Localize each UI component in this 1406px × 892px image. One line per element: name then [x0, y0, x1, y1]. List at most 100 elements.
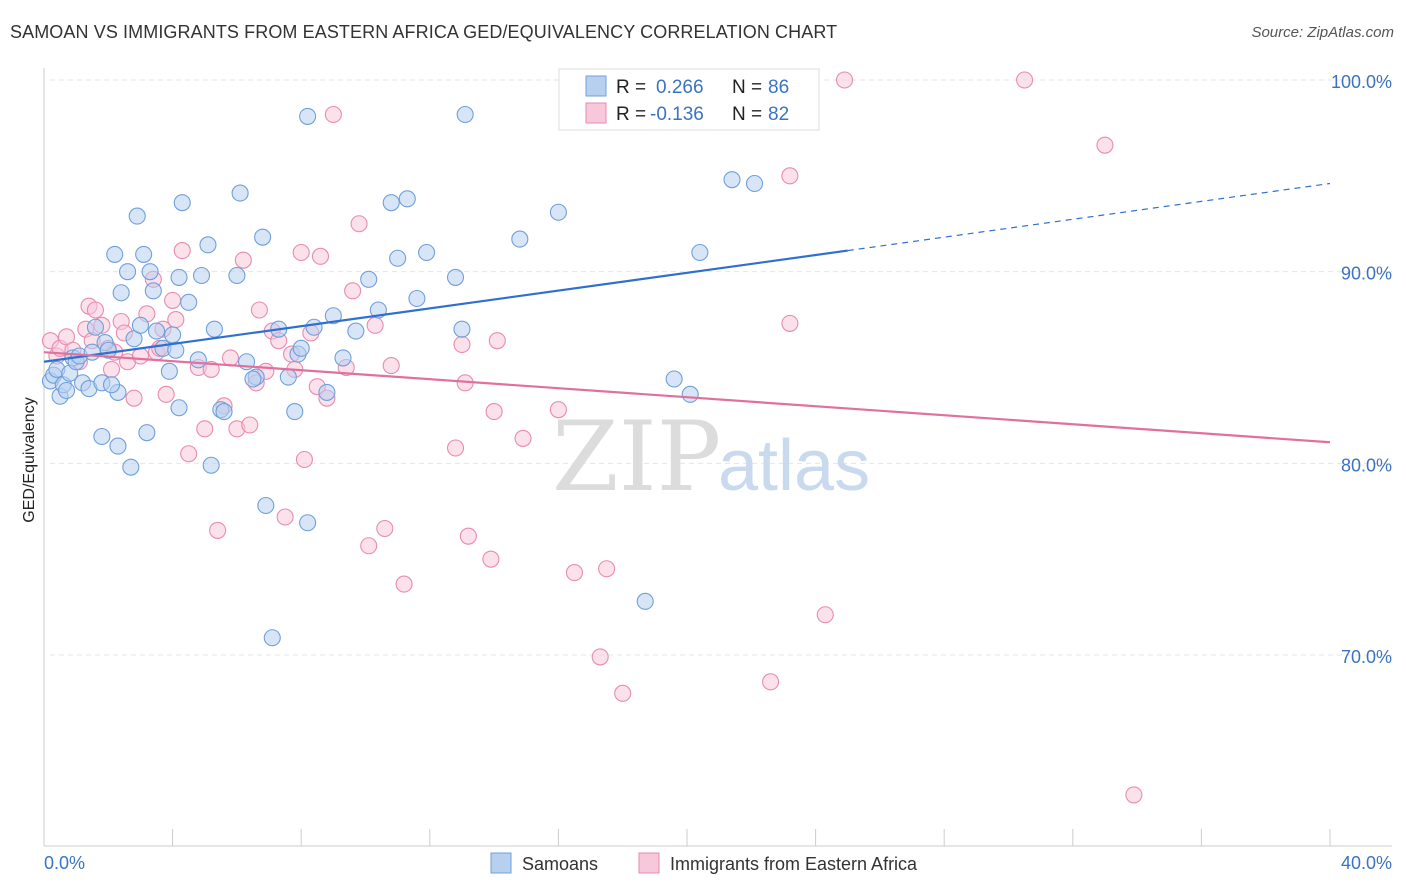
point-eastern-africa [234, 251, 252, 269]
point-samoans [131, 316, 149, 334]
point-samoans [128, 207, 146, 225]
point-samoans [723, 171, 741, 189]
point-samoans [257, 496, 275, 515]
point-samoans [93, 427, 111, 446]
point-eastern-africa [173, 242, 191, 260]
point-samoans [305, 318, 323, 336]
axes [43, 68, 1392, 847]
point-samoans [681, 385, 699, 403]
legend-r-label-1: R = [616, 77, 646, 98]
point-eastern-africa [762, 673, 780, 691]
point-eastern-africa [311, 247, 330, 265]
point-samoans [446, 268, 465, 286]
y-tick-label: 70.0% [1341, 647, 1392, 667]
bottom-legend-label-samoans: Samoans [522, 854, 598, 874]
legend-n-value-2: 82 [768, 104, 789, 125]
point-eastern-africa [549, 401, 567, 419]
point-eastern-africa [376, 519, 394, 538]
point-samoans [292, 339, 310, 357]
point-samoans [456, 105, 474, 124]
legend-n-value-1: 86 [768, 77, 789, 98]
point-eastern-africa [565, 564, 584, 582]
point-eastern-africa [488, 332, 506, 350]
point-samoans [511, 230, 529, 248]
point-samoans [389, 249, 407, 267]
point-samoans [334, 349, 352, 367]
point-samoans [279, 368, 297, 386]
point-samoans [170, 268, 188, 286]
point-eastern-africa [344, 282, 362, 300]
point-samoans [202, 456, 220, 474]
point-eastern-africa [102, 360, 121, 378]
point-samoans [398, 190, 416, 208]
point-eastern-africa [180, 445, 198, 463]
legend-n-label-2: N = [732, 104, 762, 125]
point-samoans [189, 351, 207, 369]
trend-lines [43, 182, 1331, 444]
point-samoans [170, 399, 188, 417]
point-samoans [324, 307, 342, 325]
trend-line-samoans-extrapolated [847, 182, 1331, 252]
point-samoans [665, 370, 683, 388]
point-eastern-africa [816, 606, 834, 624]
point-eastern-africa [196, 420, 214, 438]
watermark: ZIP atlas [552, 401, 870, 513]
trend-line-eastern-africa [43, 351, 1331, 444]
point-samoans [86, 318, 104, 336]
bottom-legend: Samoans Immigrants from Eastern Africa [490, 852, 918, 874]
point-samoans [254, 228, 272, 246]
point-eastern-africa [482, 550, 500, 568]
point-samoans [167, 341, 185, 359]
legend-swatch-samoans [585, 75, 607, 97]
point-eastern-africa [125, 389, 143, 407]
point-samoans [160, 362, 178, 380]
y-tick-labels: 70.0% 80.0% 90.0% 100.0% [1331, 72, 1392, 667]
point-samoans [57, 381, 76, 400]
point-eastern-africa [276, 508, 294, 526]
point-eastern-africa [157, 385, 175, 403]
watermark-atlas: atlas [718, 426, 870, 506]
point-samoans [192, 266, 211, 285]
point-samoans [141, 263, 159, 281]
point-samoans [138, 424, 156, 442]
point-samoans [408, 289, 426, 308]
point-samoans [102, 376, 121, 394]
point-samoans [636, 592, 654, 610]
point-eastern-africa [295, 450, 313, 469]
point-eastern-africa [209, 521, 227, 539]
series-samoans [41, 105, 764, 647]
stats-legend: R = 0.266 N = 86 R = -0.136 N = 82 [558, 68, 820, 131]
x-tick-label-min: 0.0% [44, 853, 85, 873]
point-samoans [109, 437, 127, 455]
legend-r-label-2: R = [616, 104, 646, 125]
y-tick-label: 80.0% [1341, 455, 1392, 475]
point-samoans [691, 243, 709, 262]
point-samoans [382, 194, 400, 212]
bottom-legend-swatch-samoans [490, 852, 512, 874]
point-samoans [119, 263, 137, 281]
point-samoans [549, 203, 567, 221]
legend-swatch-eastern-africa [585, 102, 607, 124]
point-samoans [299, 514, 317, 532]
point-samoans [180, 293, 198, 311]
series-eastern-africa [41, 71, 1143, 804]
point-eastern-africa [86, 301, 104, 319]
point-eastern-africa [202, 360, 220, 378]
point-eastern-africa [366, 316, 384, 334]
point-samoans [199, 236, 217, 254]
point-samoans [164, 326, 182, 344]
source-label: Source: ZipAtlas.com [1251, 24, 1394, 41]
point-eastern-africa [250, 301, 268, 319]
point-samoans [360, 270, 378, 288]
legend-n-label-1: N = [732, 77, 762, 98]
point-samoans [286, 403, 304, 421]
x-ticks [43, 829, 1331, 846]
y-tick-label: 90.0% [1341, 264, 1392, 284]
point-samoans [147, 322, 166, 340]
point-eastern-africa [292, 243, 310, 262]
point-eastern-africa [446, 439, 465, 457]
point-samoans [231, 184, 249, 202]
y-axis-title: GED/Equivalency [21, 397, 38, 522]
point-samoans [205, 320, 223, 338]
